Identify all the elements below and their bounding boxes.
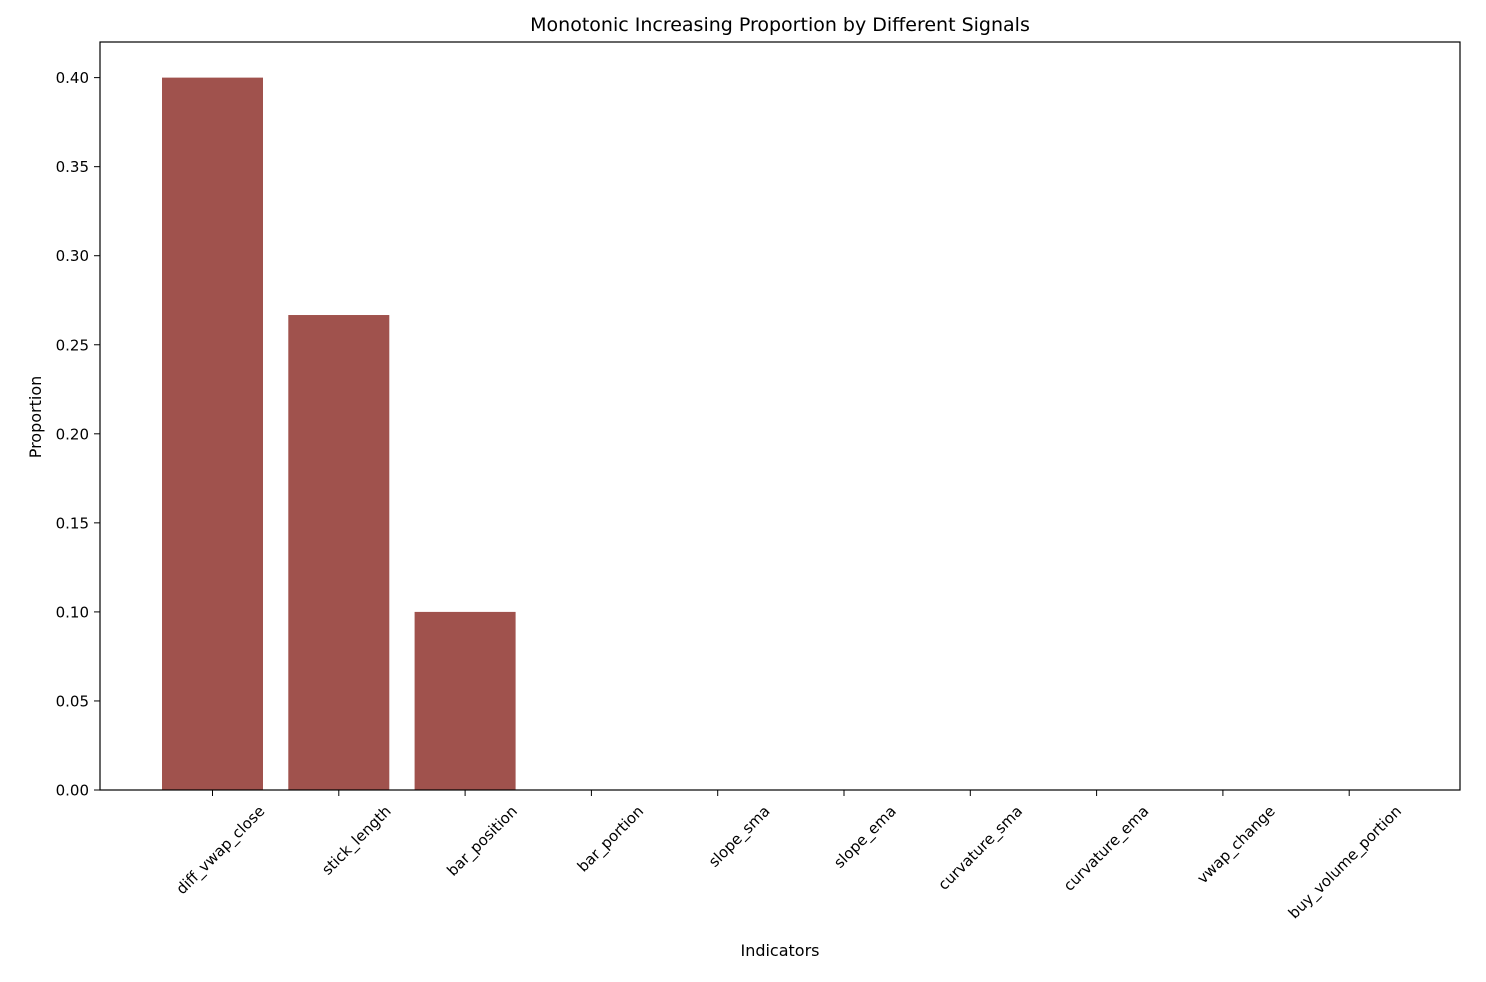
x-tick-label: curvature_ema — [1060, 802, 1153, 895]
y-tick-label: 0.20 — [56, 425, 89, 443]
y-tick-label: 0.25 — [56, 336, 89, 354]
bar-diff_vwap_close — [162, 77, 263, 791]
x-axis-title: Indicators — [740, 941, 819, 960]
y-tick-label: 0.30 — [56, 247, 89, 265]
y-tick-label: 0.15 — [56, 514, 89, 532]
y-tick-label: 0.35 — [56, 158, 89, 176]
plot-frame — [99, 41, 1461, 791]
bar-stick_length — [288, 315, 390, 790]
x-tick-label: bar_portion — [574, 802, 648, 876]
y-tick-label: 0.10 — [56, 603, 89, 621]
x-tick-label: curvature_sma — [935, 802, 1027, 894]
x-tick-label: buy_volume_portion — [1285, 802, 1406, 923]
y-axis: 0.00 0.05 0.10 0.15 0.20 0.25 0.30 0.35 0.40 — [56, 69, 100, 800]
bar-bar_position — [414, 611, 516, 790]
x-tick-label: slope_sma — [705, 802, 774, 871]
y-tick-label: 0.00 — [56, 782, 89, 800]
x-tick-label: vwap_change — [1193, 802, 1279, 888]
y-tick-label: 0.40 — [56, 69, 89, 87]
x-axis: diff_vwap_close stick_length bar_position b… — [172, 790, 1406, 923]
x-tick-label: slope_ema — [830, 802, 900, 872]
y-axis-title: Proportion — [26, 376, 45, 459]
x-tick-label: stick_length — [318, 802, 395, 879]
y-tick-label: 0.05 — [56, 692, 89, 710]
bars-group — [162, 77, 516, 791]
x-tick-label: bar_position — [443, 802, 521, 880]
chart-title: Monotonic Increasing Proportion by Diffe… — [530, 14, 1030, 36]
x-tick-label: diff_vwap_close — [172, 802, 269, 899]
